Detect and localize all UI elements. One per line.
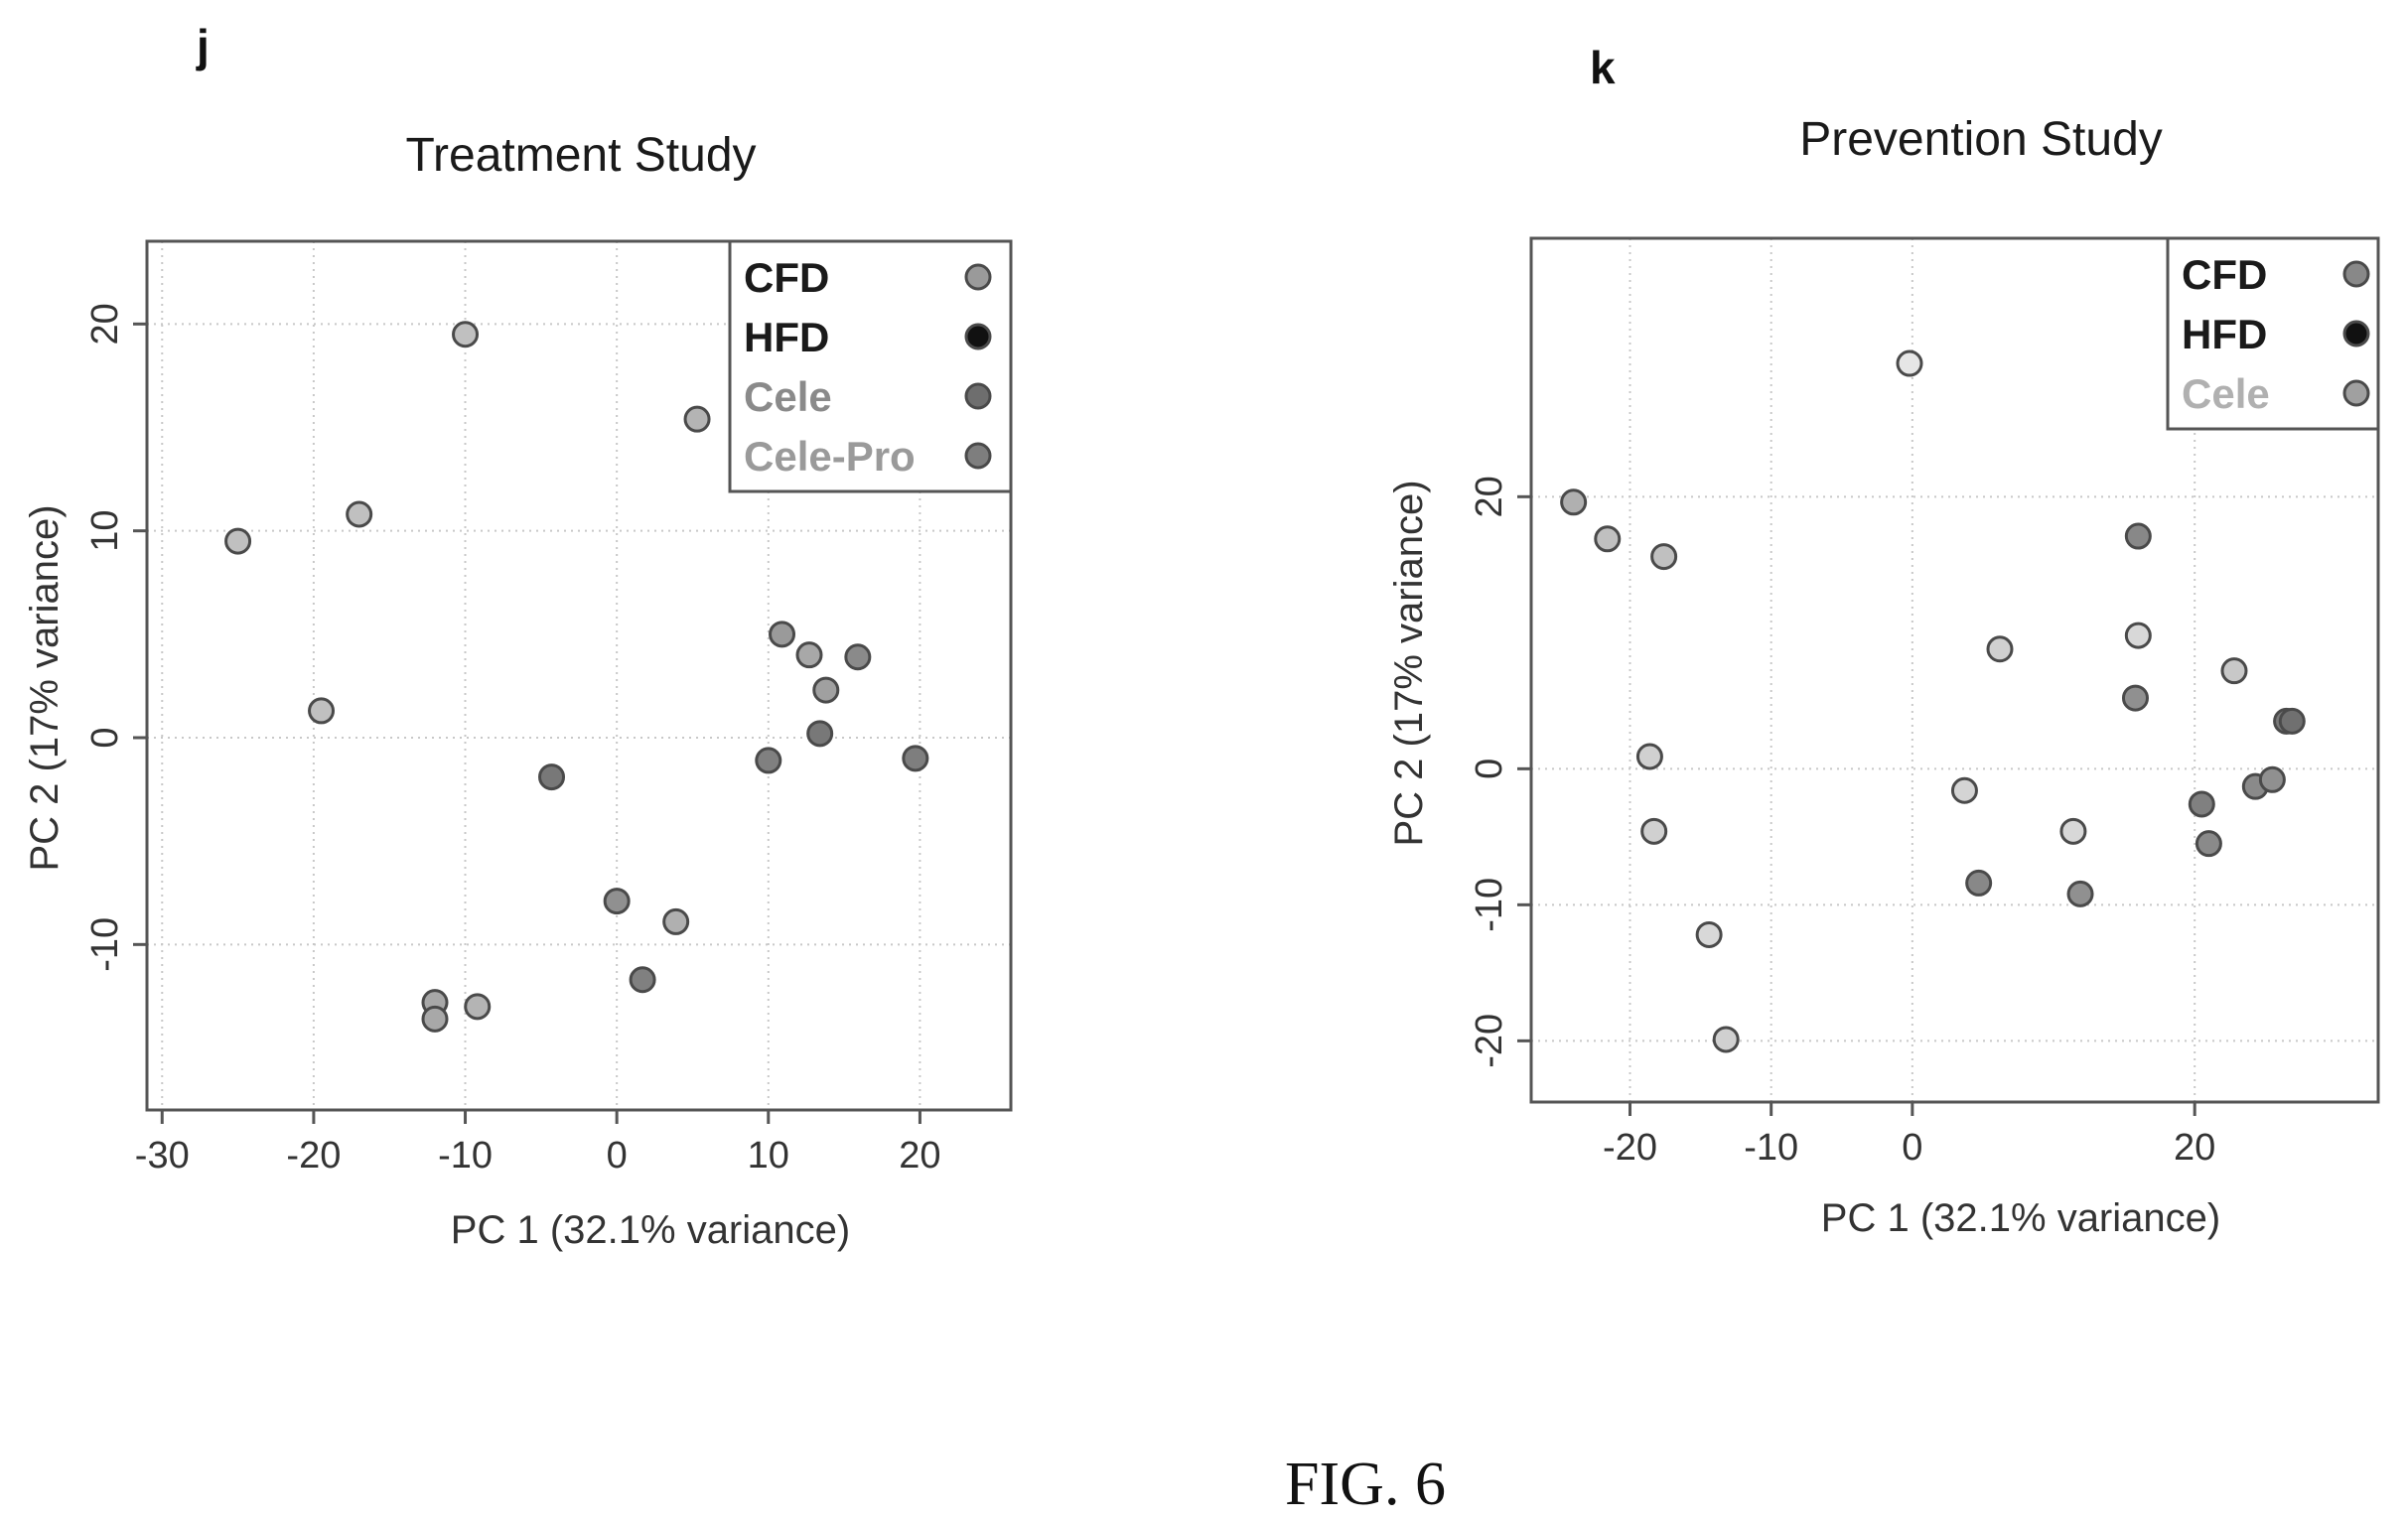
panel-k-x-tick-label: 20 <box>2174 1127 2215 1169</box>
panel-k-y-tick-label: 20 <box>1469 476 1510 517</box>
panel-k-data-point <box>2124 622 2152 649</box>
panel-k-plot-area: -20 -10 0 20 -20 -10 0 20 CFD HFD Cele <box>1469 236 2380 1169</box>
panel-j-legend-label: Cele-Pro <box>744 433 916 480</box>
panel-k-data-point <box>1965 869 1993 897</box>
panel-k-x-axis-label: PC 1 (32.1% variance) <box>1821 1196 2220 1240</box>
panel-k-data-point <box>1695 920 1723 948</box>
panel-k-data-point <box>1594 525 1622 553</box>
panel-k-data-point <box>2188 790 2215 818</box>
panel-j-y-tick-label: 20 <box>84 303 126 345</box>
panel-j-data-point <box>538 763 566 791</box>
panel-k-legend-marker <box>2342 320 2370 347</box>
panel-j-data-point <box>812 676 840 704</box>
panel-k-data-point <box>2124 522 2152 550</box>
panel-j-y-tick-label: 10 <box>84 510 126 552</box>
panel-k-legend-label: HFD <box>2182 311 2267 357</box>
panel-j-y-axis-label: PC 2 (17% variance) <box>23 504 67 871</box>
panel-k-data-point <box>2121 684 2149 712</box>
panel-j-y-tick-label: 0 <box>84 727 126 748</box>
figure-caption: FIG. 6 <box>1285 1451 1446 1518</box>
panel-k-legend-marker <box>2342 260 2370 288</box>
panel-j-x-axis-label: PC 1 (32.1% variance) <box>451 1208 850 1252</box>
panel-k-legend-label: CFD <box>2182 251 2267 298</box>
panel-k-data-point <box>1650 543 1678 571</box>
panel-k-legend-marker <box>2342 379 2370 407</box>
panel-k-data-point <box>1560 488 1588 516</box>
panel-j-x-tick-label: -30 <box>135 1135 190 1177</box>
panel-j-legend: CFD HFD Cele Cele-Pro <box>728 239 1013 493</box>
panel-j-x-tick-label: 10 <box>748 1135 789 1177</box>
panel-k-x-tick-label: -10 <box>1744 1127 1798 1169</box>
panel-j-legend-label: CFD <box>744 254 829 301</box>
panel-k-x-tick-label: -20 <box>1603 1127 1657 1169</box>
panel-k-data-point <box>1712 1026 1740 1053</box>
panel-j-data-point <box>421 1005 449 1033</box>
panel-k-legend: CFD HFD Cele <box>2166 236 2380 431</box>
panel-j: j Treatment Study -30 -20 -10 0 10 20 -10 0 10 20… <box>23 20 1013 1252</box>
panel-j-data-point <box>629 966 656 994</box>
panel-k-x-tick-label: 0 <box>1902 1127 1922 1169</box>
panel-j-data-point <box>662 907 690 935</box>
panel-k-data-point <box>2220 657 2248 685</box>
panel-j-data-point <box>683 405 711 433</box>
panel-j-legend-label: Cele <box>744 373 832 420</box>
panel-k-data-point <box>1986 635 2014 663</box>
panel-j-legend-marker <box>964 323 992 350</box>
panel-j-data-point <box>769 621 796 648</box>
panel-j-y-tick-label: -10 <box>84 917 126 972</box>
panel-j-legend-box <box>728 239 1013 493</box>
panel-k-title: Prevention Study <box>1799 113 2163 166</box>
panel-k-data-point <box>1950 776 1978 804</box>
panel-k-y-tick-label: -20 <box>1469 1014 1510 1068</box>
panel-k-data-point <box>1896 349 1923 377</box>
panel-k-plot-frame <box>1529 236 2380 1104</box>
panel-k-y-tick-label: 0 <box>1469 759 1510 779</box>
panel-k-data-point <box>2258 765 2286 793</box>
panel-j-data-point <box>844 643 872 671</box>
panel-k: k Prevention Study -20 -10 0 20 -20 -10 0 20 CFD… <box>1387 42 2380 1240</box>
panel-j-legend-marker <box>964 382 992 410</box>
panel-j-data-point <box>346 500 373 528</box>
panel-k-data-point <box>2195 830 2222 858</box>
panel-j-data-point <box>806 720 834 748</box>
panel-j-data-point <box>902 745 929 772</box>
panel-j-x-tick-label: -10 <box>438 1135 493 1177</box>
panel-k-y-tick-label: -10 <box>1469 878 1510 932</box>
panel-j-legend-label: HFD <box>744 314 829 360</box>
panel-k-data-point <box>1635 743 1663 770</box>
panel-j-data-point <box>308 697 336 725</box>
panel-j-plot-area: -30 -20 -10 0 10 20 -10 0 10 20 CFD HFD Cele Cele-Pro <box>84 239 1013 1177</box>
panel-j-data-point <box>755 747 782 774</box>
panel-j-data-point <box>224 527 252 555</box>
panel-j-data-point <box>795 641 823 669</box>
panel-j-legend-marker <box>964 263 992 291</box>
panel-j-x-tick-label: 20 <box>899 1135 940 1177</box>
panel-j-letter: j <box>196 20 210 71</box>
panel-j-data-point <box>452 321 480 348</box>
panel-k-letter: k <box>1590 42 1616 93</box>
panel-j-x-tick-label: 0 <box>607 1135 628 1177</box>
panel-k-y-axis-label: PC 2 (17% variance) <box>1387 480 1431 846</box>
panel-j-data-point <box>464 993 492 1021</box>
panel-k-data-point <box>2059 817 2087 845</box>
panel-k-data-point <box>1640 817 1668 845</box>
panel-j-title: Treatment Study <box>405 129 756 182</box>
panel-k-data-point <box>2278 707 2306 735</box>
panel-j-x-tick-label: -20 <box>286 1135 341 1177</box>
panel-k-data-point <box>2066 880 2094 907</box>
panel-j-plot-frame <box>145 239 1013 1112</box>
panel-j-legend-marker <box>964 442 992 470</box>
panel-j-data-point <box>603 888 631 915</box>
panel-k-legend-label: Cele <box>2182 370 2270 417</box>
